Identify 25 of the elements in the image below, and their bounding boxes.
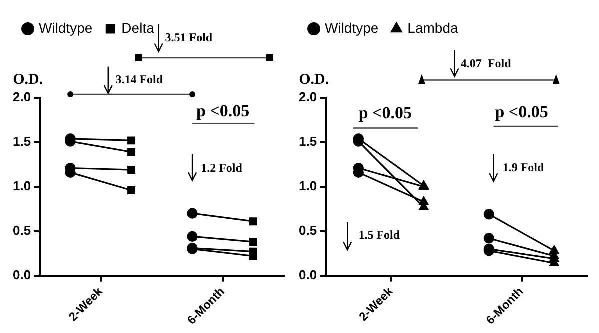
y-axis-title: O.D. — [13, 72, 44, 88]
annotation: 1.9 Fold — [502, 160, 545, 174]
annotation: 1.5 Fold — [358, 228, 400, 242]
annotation: p <0.05 — [495, 102, 548, 122]
y-tick-label: 0.5 — [12, 222, 32, 238]
y-axis-title: O.D. — [299, 72, 330, 88]
annotation: 1.2 Fold — [201, 161, 243, 176]
legend-label: Lambda — [408, 20, 458, 36]
text: 4.07 Fold — [460, 56, 512, 70]
y-tick-label: 0.0 — [298, 267, 318, 282]
y-tick-label: 2.0 — [298, 90, 318, 105]
legend-label: Wildtype — [39, 20, 93, 36]
legend-label: Wildtype — [325, 20, 379, 36]
y-tick-label: 1.5 — [298, 134, 318, 150]
y-tick-label: 1.5 — [12, 134, 32, 150]
annotation: p <0.05 — [358, 103, 412, 122]
text: 3.14 Fold — [116, 72, 164, 86]
y-tick-label: 2.0 — [12, 90, 32, 105]
legend-label: Delta — [122, 20, 155, 36]
annotation: p <0.05 — [196, 102, 250, 121]
text: 3.51 Fold — [165, 30, 213, 45]
y-tick-label: 1.0 — [298, 178, 318, 194]
y-tick-label: 0.5 — [298, 222, 318, 238]
y-tick-label: 0.0 — [12, 267, 32, 282]
y-tick-label: 1.0 — [12, 178, 32, 194]
